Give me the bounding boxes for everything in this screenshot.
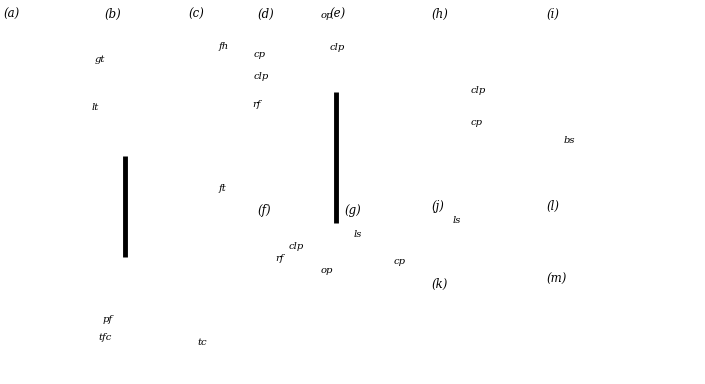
Text: pf: pf [102, 315, 112, 324]
Text: op: op [321, 266, 333, 275]
Text: gt: gt [94, 55, 105, 64]
Text: (m): (m) [546, 273, 567, 286]
Text: (g): (g) [344, 204, 361, 217]
Text: clp: clp [330, 43, 345, 53]
Text: rf: rf [252, 100, 261, 109]
Text: clp: clp [289, 242, 305, 251]
Text: (c): (c) [189, 8, 205, 21]
Text: (e): (e) [330, 8, 346, 21]
Text: clp: clp [471, 86, 486, 95]
Text: tc: tc [197, 338, 207, 347]
Text: tfc: tfc [99, 333, 112, 343]
Text: (b): (b) [104, 8, 121, 21]
Text: cp: cp [393, 257, 405, 266]
Text: ls: ls [453, 216, 461, 225]
Text: (f): (f) [257, 204, 271, 217]
Text: (a): (a) [4, 8, 20, 21]
Text: rf: rf [275, 253, 283, 263]
Text: ls: ls [354, 230, 362, 239]
Text: (j): (j) [431, 200, 444, 213]
Text: cp: cp [254, 50, 266, 59]
Text: ft: ft [219, 184, 226, 193]
Text: clp: clp [254, 72, 269, 81]
Text: fh: fh [219, 41, 229, 51]
Text: bs: bs [564, 136, 575, 145]
Text: lt: lt [92, 103, 99, 112]
Text: (k): (k) [431, 278, 448, 291]
Text: (h): (h) [431, 8, 448, 21]
Text: (l): (l) [546, 200, 559, 213]
Text: cp: cp [471, 118, 483, 127]
Text: (d): (d) [257, 8, 274, 21]
Text: (i): (i) [546, 8, 559, 21]
Text: op: op [321, 11, 333, 20]
